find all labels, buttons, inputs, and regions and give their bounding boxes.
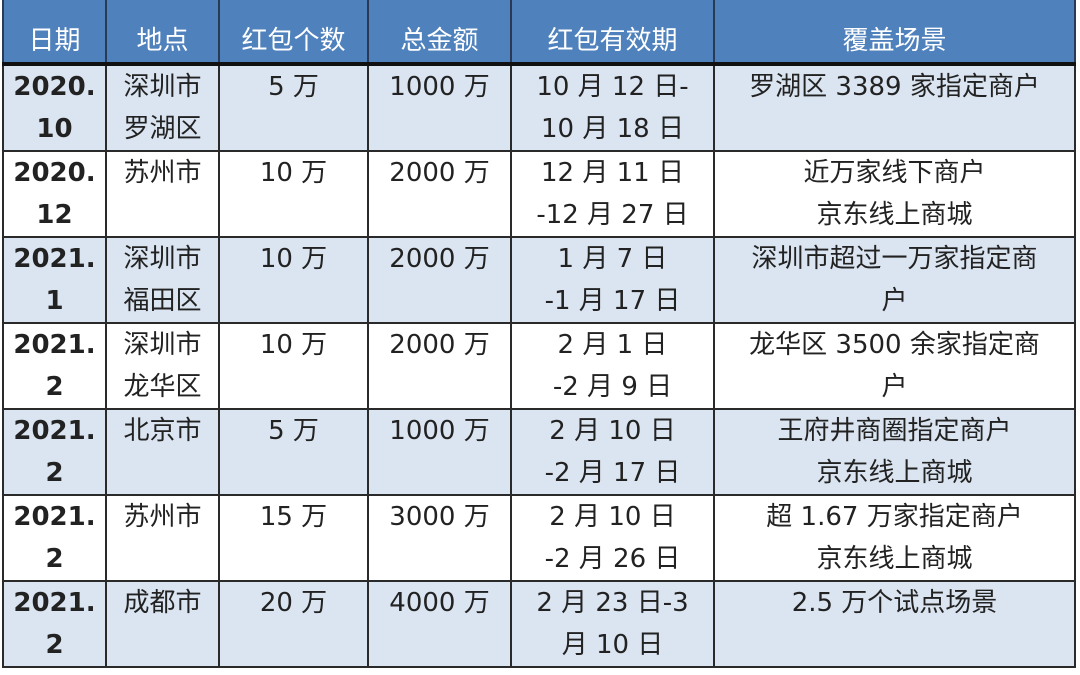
cell-place: 深圳市 罗湖区 [105,63,220,152]
cell-scene: 近万家线下商户 京东线上商城 [713,150,1076,238]
table-body: 2020. 10 深圳市 罗湖区 5 万 1000 万 10 月 12 日- 10 月 … [2,63,1076,668]
cell-place: 深圳市 福田区 [105,236,220,324]
header-place: 地点 [105,0,220,65]
cell-scene: 深圳市超过一万家指定商 户 [713,236,1076,324]
header-period: 红包有效期 [510,0,715,65]
header-total: 总金额 [367,0,512,65]
table-row: 2020. 10 深圳市 罗湖区 5 万 1000 万 10 月 12 日- 10 月 … [2,63,1076,152]
cell-count: 20 万 [218,580,369,668]
cell-count: 5 万 [218,408,369,496]
cell-period: 12 月 11 日 -12 月 27 日 [510,150,715,238]
cell-date: 2021. 2 [2,408,107,496]
header-row: 日期 地点 红包个数 总金额 红包有效期 覆盖场景 [2,0,1076,65]
cell-total: 3000 万 [367,494,512,582]
cell-period: 10 月 12 日- 10 月 18 日 [510,63,715,152]
cell-period: 2 月 23 日-3 月 10 日 [510,580,715,668]
cell-total: 2000 万 [367,236,512,324]
cell-date: 2021. 2 [2,322,107,410]
cell-count: 15 万 [218,494,369,582]
cell-count: 5 万 [218,63,369,152]
cell-scene: 超 1.67 万家指定商户 京东线上商城 [713,494,1076,582]
cell-count: 10 万 [218,322,369,410]
cell-scene: 龙华区 3500 余家指定商 户 [713,322,1076,410]
table-row: 2020. 12 苏州市 10 万 2000 万 12 月 11 日 -12 月 27 … [2,150,1076,238]
cell-place: 苏州市 [105,494,220,582]
cell-total: 4000 万 [367,580,512,668]
cell-date: 2021. 1 [2,236,107,324]
cell-scene: 王府井商圈指定商户 京东线上商城 [713,408,1076,496]
cell-period: 1 月 7 日 -1 月 17 日 [510,236,715,324]
cell-count: 10 万 [218,236,369,324]
header-count: 红包个数 [218,0,369,65]
cell-place: 北京市 [105,408,220,496]
cell-date: 2020. 12 [2,150,107,238]
header-scene: 覆盖场景 [713,0,1076,65]
cell-place: 成都市 [105,580,220,668]
cell-period: 2 月 10 日 -2 月 26 日 [510,494,715,582]
cell-count: 10 万 [218,150,369,238]
cell-period: 2 月 10 日 -2 月 17 日 [510,408,715,496]
cell-period: 2 月 1 日 -2 月 9 日 [510,322,715,410]
cell-place: 深圳市 龙华区 [105,322,220,410]
cell-total: 2000 万 [367,150,512,238]
cell-scene: 2.5 万个试点场景 [713,580,1076,668]
cell-total: 1000 万 [367,63,512,152]
cell-date: 2021. 2 [2,580,107,668]
cell-date: 2021. 2 [2,494,107,582]
header-date: 日期 [2,0,107,65]
cell-total: 2000 万 [367,322,512,410]
cell-total: 1000 万 [367,408,512,496]
cell-scene: 罗湖区 3389 家指定商户 [713,63,1076,152]
cell-date: 2020. 10 [2,63,107,152]
cell-place: 苏州市 [105,150,220,238]
